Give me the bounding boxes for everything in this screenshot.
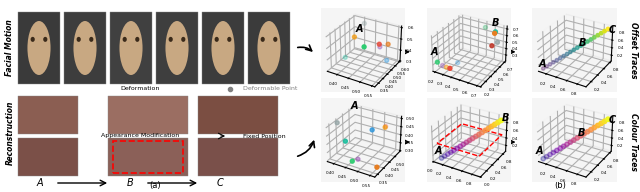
Ellipse shape — [257, 21, 280, 75]
Ellipse shape — [273, 37, 277, 42]
Ellipse shape — [211, 21, 234, 75]
Text: Appearance Modification: Appearance Modification — [101, 133, 179, 138]
Text: Facial Motion: Facial Motion — [6, 20, 15, 76]
Bar — [113, 141, 183, 173]
FancyBboxPatch shape — [156, 12, 198, 84]
Text: C: C — [216, 178, 223, 188]
FancyBboxPatch shape — [198, 138, 278, 176]
FancyBboxPatch shape — [110, 12, 152, 84]
Text: Fixed Position: Fixed Position — [243, 133, 285, 138]
FancyBboxPatch shape — [108, 138, 188, 176]
Ellipse shape — [166, 21, 189, 75]
Ellipse shape — [77, 37, 81, 42]
FancyBboxPatch shape — [18, 138, 78, 176]
Text: Offset Traces: Offset Traces — [629, 22, 638, 78]
Text: Reconstruction: Reconstruction — [6, 101, 15, 165]
FancyBboxPatch shape — [18, 96, 78, 134]
Text: (b): (b) — [554, 181, 566, 190]
FancyBboxPatch shape — [198, 96, 278, 134]
Text: Deformation: Deformation — [120, 87, 160, 92]
Text: (a): (a) — [149, 181, 161, 190]
Ellipse shape — [43, 37, 47, 42]
Ellipse shape — [135, 37, 140, 42]
Ellipse shape — [214, 37, 219, 42]
Text: B: B — [127, 178, 133, 188]
Ellipse shape — [227, 37, 232, 42]
FancyBboxPatch shape — [108, 96, 188, 134]
Ellipse shape — [181, 37, 186, 42]
Text: Deformable Point: Deformable Point — [243, 87, 298, 92]
Ellipse shape — [123, 37, 127, 42]
FancyBboxPatch shape — [64, 12, 106, 84]
Ellipse shape — [89, 37, 93, 42]
Ellipse shape — [31, 37, 35, 42]
Ellipse shape — [120, 21, 143, 75]
FancyBboxPatch shape — [18, 12, 60, 84]
Ellipse shape — [74, 21, 97, 75]
Text: Colour Traces: Colour Traces — [629, 113, 638, 171]
FancyBboxPatch shape — [248, 12, 290, 84]
Ellipse shape — [28, 21, 51, 75]
Text: A: A — [36, 178, 44, 188]
FancyBboxPatch shape — [202, 12, 244, 84]
Ellipse shape — [260, 37, 265, 42]
Ellipse shape — [168, 37, 173, 42]
